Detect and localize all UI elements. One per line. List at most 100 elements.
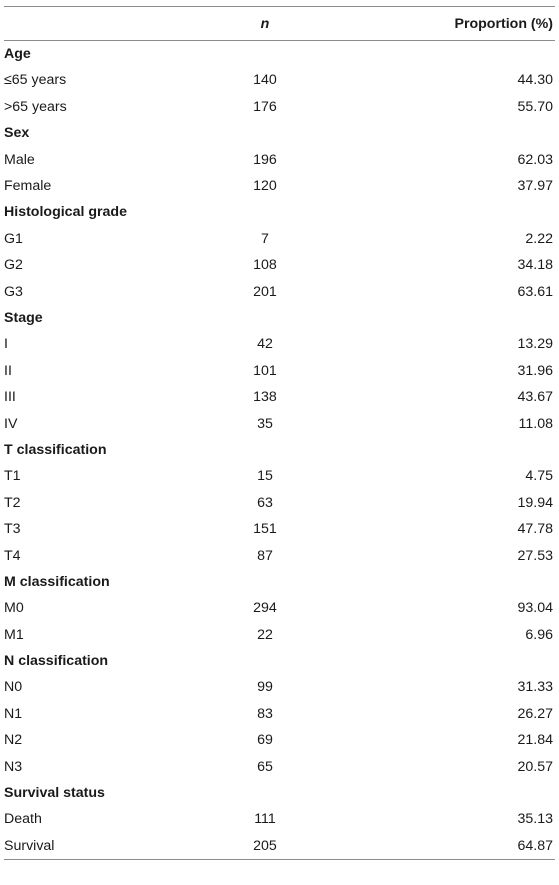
group-row: N classification (4, 648, 555, 674)
header-n: n (260, 15, 270, 32)
row-n-value: 201 (253, 283, 277, 300)
header-label (4, 7, 204, 41)
row-proportion-value: 11.08 (518, 415, 553, 432)
table-row: T2 63 19.94 (4, 490, 555, 516)
table-row: Death 111 35.13 (4, 806, 555, 832)
group-row: Stage (4, 305, 555, 331)
row-n-value: 42 (257, 336, 273, 353)
row-n-value: 99 (257, 679, 273, 696)
row-label: Female (4, 178, 52, 195)
row-n-value: 69 (257, 732, 273, 749)
row-label: N2 (4, 732, 23, 749)
table-row: G3 201 63.61 (4, 279, 555, 305)
group-title: Sex (4, 125, 30, 142)
row-label: N1 (4, 705, 23, 722)
row-proportion-value: 47.78 (517, 521, 553, 538)
row-proportion-value: 55.70 (517, 98, 553, 115)
row-label: III (4, 389, 16, 406)
row-proportion-value: 34.18 (517, 257, 553, 274)
table-row: Survival 205 64.87 (4, 833, 555, 860)
row-n-value: 151 (253, 521, 277, 538)
table-row: N0 99 31.33 (4, 674, 555, 700)
row-label: T1 (4, 468, 21, 485)
table-row: N2 69 21.84 (4, 727, 555, 753)
group-row: T classification (4, 437, 555, 463)
group-row: Age (4, 41, 555, 68)
table-row: Female 120 37.97 (4, 173, 555, 199)
row-label: >65 years (4, 98, 67, 115)
row-proportion-value: 20.57 (517, 758, 553, 775)
row-label: G1 (4, 230, 23, 247)
row-proportion-value: 44.30 (517, 72, 553, 89)
row-proportion-value: 19.94 (517, 494, 553, 511)
row-proportion-value: 31.96 (517, 362, 553, 379)
row-label: T3 (4, 521, 21, 538)
group-row: Histological grade (4, 199, 555, 225)
group-title: Age (4, 46, 31, 63)
row-n-value: 87 (257, 547, 273, 564)
row-n-value: 22 (257, 626, 273, 643)
row-label: M1 (4, 626, 24, 643)
table-header: n Proportion (%) (4, 6, 555, 41)
row-n-value: 196 (253, 151, 277, 168)
table-row: IV 35 11.08 (4, 410, 555, 436)
row-n-value: 138 (253, 389, 277, 406)
row-label: G3 (4, 283, 23, 300)
row-proportion-value: 4.75 (525, 468, 553, 485)
row-label: G2 (4, 257, 23, 274)
row-proportion-value: 27.53 (517, 547, 553, 564)
row-label: IV (4, 415, 18, 432)
row-n-value: 83 (257, 705, 273, 722)
group-row: M classification (4, 569, 555, 595)
table-row: I 42 13.29 (4, 331, 555, 357)
row-label: N3 (4, 758, 23, 775)
row-n-value: 15 (257, 468, 273, 485)
row-label: T2 (4, 494, 21, 511)
row-label: ≤65 years (4, 72, 67, 89)
row-label: II (4, 362, 12, 379)
table-row: II 101 31.96 (4, 358, 555, 384)
row-proportion-value: 2.22 (525, 230, 553, 247)
row-proportion-value: 63.61 (517, 283, 553, 300)
row-n-value: 111 (254, 811, 276, 828)
row-label: M0 (4, 600, 24, 617)
row-proportion-value: 13.29 (517, 336, 553, 353)
row-label: Male (4, 151, 35, 168)
table-row: N1 83 26.27 (4, 701, 555, 727)
row-proportion-value: 6.96 (525, 626, 553, 643)
table-row: III 138 43.67 (4, 384, 555, 410)
group-title: M classification (4, 573, 110, 590)
table-row: T3 151 47.78 (4, 516, 555, 542)
group-row: Survival status (4, 780, 555, 806)
row-label: T4 (4, 547, 21, 564)
row-proportion-value: 37.97 (517, 178, 553, 195)
row-label: Survival (4, 837, 55, 854)
group-title: Histological grade (4, 204, 127, 221)
row-n-value: 101 (253, 362, 277, 379)
row-n-value: 205 (253, 837, 277, 854)
row-label: N0 (4, 679, 23, 696)
table-row: G1 7 2.22 (4, 226, 555, 252)
row-n-value: 108 (253, 257, 277, 274)
group-row: Sex (4, 120, 555, 146)
table-row: G2 108 34.18 (4, 252, 555, 278)
table-body: Age ≤65 years 140 44.30 >65 years 176 55.70 Sex… (4, 41, 555, 860)
row-proportion-value: 64.87 (517, 837, 553, 854)
table-row: T4 87 27.53 (4, 542, 555, 568)
table-row: Male 196 62.03 (4, 147, 555, 173)
row-n-value: 294 (253, 600, 277, 617)
row-proportion-value: 93.04 (517, 600, 553, 617)
row-n-value: 65 (257, 758, 273, 775)
table-row: N3 65 20.57 (4, 754, 555, 780)
table-row: ≤65 years 140 44.30 (4, 67, 555, 93)
row-proportion-value: 26.27 (517, 705, 553, 722)
table-row: M0 294 93.04 (4, 595, 555, 621)
group-title: N classification (4, 653, 109, 670)
row-n-value: 63 (257, 494, 273, 511)
table-row: T1 15 4.75 (4, 463, 555, 489)
row-proportion-value: 43.67 (517, 389, 553, 406)
table-row: >65 years 176 55.70 (4, 94, 555, 120)
group-title: Survival status (4, 785, 105, 802)
row-n-value: 120 (253, 178, 277, 195)
